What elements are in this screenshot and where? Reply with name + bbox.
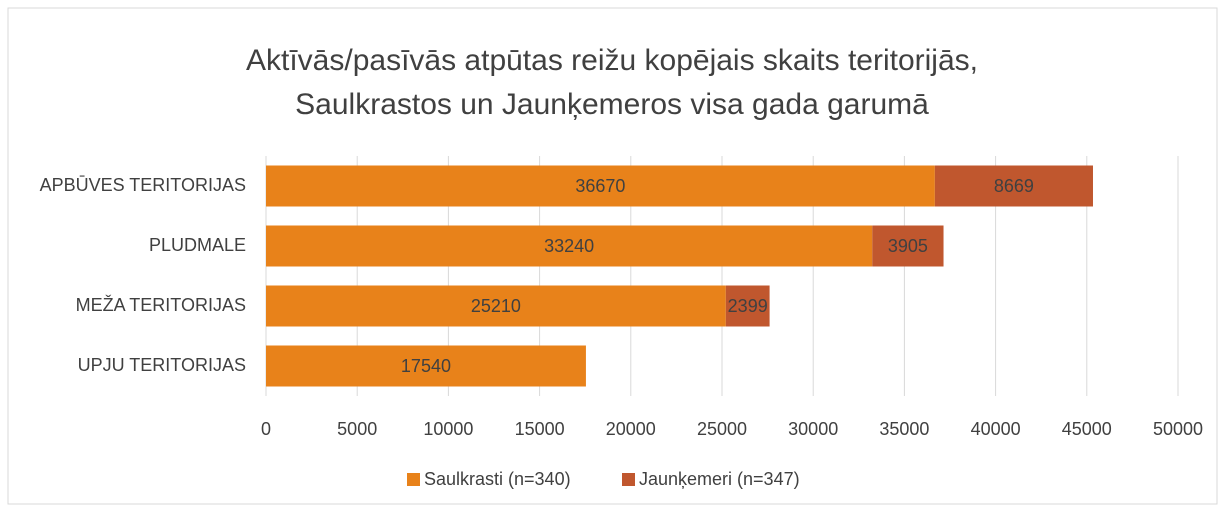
- x-tick-label: 35000: [879, 419, 929, 439]
- bar: [266, 165, 935, 207]
- chart-title: Aktīvās/pasīvās atpūtas reižu kopējais s…: [246, 44, 978, 77]
- bar: [934, 165, 1093, 207]
- bar: [266, 345, 586, 387]
- legend-label: Jaunķemeri (n=347): [639, 469, 800, 489]
- data-label: 2399: [728, 296, 768, 316]
- x-tick-label: 10000: [423, 419, 473, 439]
- x-tick-label: 15000: [515, 419, 565, 439]
- data-label: 3905: [888, 236, 928, 256]
- y-tick-label: MEŽA TERITORIJAS: [76, 295, 246, 315]
- x-tick-label: 50000: [1153, 419, 1203, 439]
- y-tick-label: APBŪVES TERITORIJAS: [40, 175, 246, 195]
- data-label: 25210: [471, 296, 521, 316]
- y-tick-label: UPJU TERITORIJAS: [78, 355, 246, 375]
- x-tick-label: 30000: [788, 419, 838, 439]
- bar: [725, 285, 770, 327]
- data-label: 8669: [994, 176, 1034, 196]
- data-label: 36670: [575, 176, 625, 196]
- x-tick-label: 45000: [1062, 419, 1112, 439]
- x-tick-label: 20000: [606, 419, 656, 439]
- bar: [266, 225, 873, 267]
- x-tick-label: 5000: [337, 419, 377, 439]
- chart-title: Saulkrastos un Jaunķemeros visa gada gar…: [295, 88, 929, 121]
- legend-swatch: [622, 473, 635, 486]
- y-tick-label: PLUDMALE: [149, 235, 246, 255]
- bar: [872, 225, 944, 267]
- x-tick-label: 40000: [971, 419, 1021, 439]
- x-tick-label: 0: [261, 419, 271, 439]
- bar: [266, 285, 726, 327]
- data-label: 33240: [544, 236, 594, 256]
- data-label: 17540: [401, 356, 451, 376]
- legend-swatch: [407, 473, 420, 486]
- legend-label: Saulkrasti (n=340): [424, 469, 571, 489]
- x-tick-label: 25000: [697, 419, 747, 439]
